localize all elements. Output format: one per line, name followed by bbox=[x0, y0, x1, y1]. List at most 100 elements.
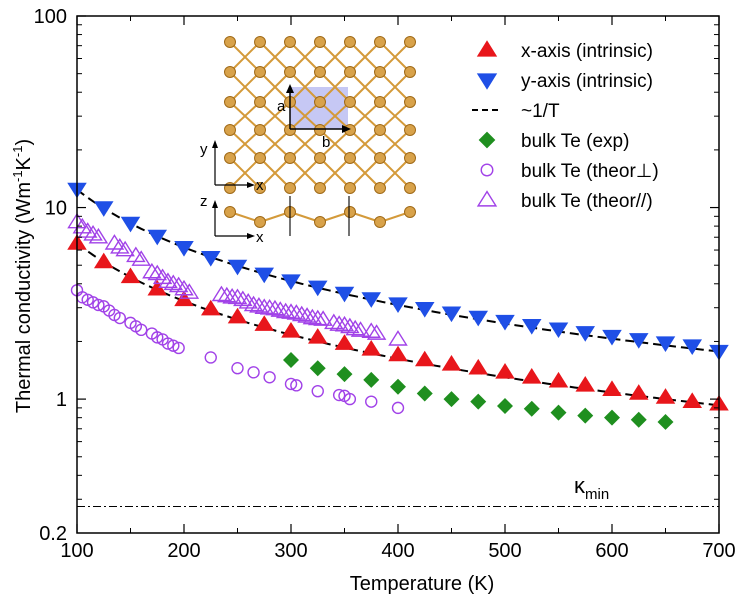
ylabel-end: ) bbox=[13, 139, 35, 146]
data-point bbox=[336, 366, 353, 383]
data-point bbox=[281, 274, 301, 291]
data-point bbox=[332, 388, 346, 402]
bond bbox=[319, 157, 351, 189]
y-axis-label: Thermal conductivity (Wm-1K-1) bbox=[10, 139, 35, 413]
data-point bbox=[227, 259, 248, 276]
bond bbox=[229, 157, 261, 189]
atom bbox=[224, 36, 236, 48]
data-point bbox=[254, 267, 275, 284]
legend-label: x-axis (intrinsic) bbox=[521, 41, 653, 62]
data-point bbox=[497, 398, 513, 415]
axis-x2-head bbox=[247, 233, 255, 239]
side-atom bbox=[314, 216, 326, 228]
data-point bbox=[345, 319, 365, 336]
inset-atoms bbox=[224, 36, 416, 194]
legend-item: ~1/T bbox=[472, 101, 560, 122]
data-point bbox=[238, 293, 258, 309]
data-point bbox=[521, 318, 542, 335]
cell-label-a: a bbox=[277, 98, 286, 115]
x-tick-label: 100 bbox=[60, 540, 93, 562]
bond bbox=[229, 129, 261, 159]
side-atom bbox=[254, 216, 266, 228]
ylabel-exp1: -1 bbox=[10, 170, 25, 182]
data-point bbox=[548, 371, 569, 388]
atom bbox=[284, 66, 296, 78]
ylabel-mid: K bbox=[13, 156, 35, 170]
data-point bbox=[113, 311, 127, 325]
data-point bbox=[284, 377, 298, 391]
data-point bbox=[115, 240, 135, 257]
data-point bbox=[158, 272, 178, 289]
atom bbox=[404, 36, 416, 48]
data-point bbox=[147, 229, 168, 246]
data-point bbox=[443, 391, 460, 408]
atom bbox=[404, 124, 416, 136]
legend-swatch bbox=[476, 40, 498, 57]
atom bbox=[314, 36, 326, 48]
lattice-vector-b-arrow bbox=[342, 125, 351, 133]
legend-swatch bbox=[478, 131, 496, 149]
y-tick-label: 10 bbox=[45, 198, 67, 220]
inset-x-label: x bbox=[256, 177, 264, 194]
crystal-structure-inset: a b y x z x bbox=[200, 36, 416, 246]
legend-label: ~1/T bbox=[521, 101, 560, 122]
bond bbox=[289, 129, 321, 159]
tick-labels: 100 200 300 400 500 600 700 0.2 1 10 100 bbox=[34, 6, 736, 562]
atom bbox=[374, 96, 386, 108]
data-point bbox=[416, 385, 433, 402]
data-point bbox=[602, 329, 622, 346]
data-point bbox=[263, 371, 276, 384]
data-point bbox=[227, 288, 248, 305]
data-point bbox=[307, 280, 328, 297]
data-point bbox=[174, 279, 194, 296]
data-point bbox=[110, 238, 130, 254]
data-point bbox=[575, 376, 596, 392]
x-tick-label: 600 bbox=[595, 540, 628, 562]
data-point bbox=[655, 336, 676, 353]
data-point bbox=[311, 384, 324, 398]
atom bbox=[314, 152, 326, 164]
data-point bbox=[93, 252, 114, 269]
data-point bbox=[495, 314, 515, 331]
legend-item: bulk Te (theor⊥) bbox=[480, 161, 659, 182]
data-point bbox=[309, 360, 326, 377]
data-point bbox=[200, 250, 221, 267]
bond bbox=[379, 101, 411, 131]
bond bbox=[379, 129, 411, 159]
data-point bbox=[340, 317, 360, 334]
legend: x-axis (intrinsic) y-axis (intrinsic) ~1/T… bbox=[472, 40, 659, 212]
data-point bbox=[363, 371, 380, 388]
bond bbox=[349, 41, 381, 73]
data-point bbox=[247, 366, 260, 379]
atom bbox=[344, 182, 356, 194]
bond bbox=[259, 101, 291, 131]
data-point bbox=[334, 334, 355, 350]
data-point bbox=[495, 362, 515, 379]
data-point bbox=[682, 392, 703, 408]
data-point bbox=[521, 367, 542, 384]
legend-label: y-axis (intrinsic) bbox=[521, 71, 653, 92]
axis-ticks bbox=[76, 15, 720, 533]
data-point bbox=[361, 292, 382, 308]
data-point bbox=[161, 337, 175, 350]
atom bbox=[314, 182, 326, 194]
legend-swatch bbox=[480, 163, 494, 177]
atom bbox=[224, 152, 236, 164]
data-point bbox=[468, 358, 489, 375]
bond bbox=[289, 157, 321, 189]
data-point bbox=[523, 400, 540, 417]
kmin-symbol: κ bbox=[574, 473, 586, 498]
atom bbox=[254, 66, 266, 78]
atom bbox=[344, 36, 356, 48]
data-point bbox=[548, 322, 569, 339]
axis-x-head bbox=[247, 182, 255, 188]
data-point bbox=[441, 306, 462, 323]
bond bbox=[259, 129, 291, 159]
data-point bbox=[366, 324, 387, 340]
inset-z-label: z bbox=[200, 193, 208, 210]
atom bbox=[314, 66, 326, 78]
x-tick-label: 200 bbox=[167, 540, 200, 562]
data-point bbox=[682, 339, 703, 356]
data-point bbox=[414, 301, 435, 318]
bond bbox=[289, 101, 321, 131]
